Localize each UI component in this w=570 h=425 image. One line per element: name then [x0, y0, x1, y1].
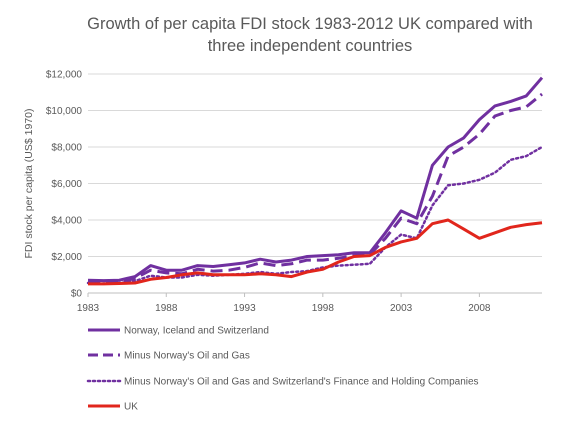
series-line-2 — [86, 145, 544, 285]
y-tick-label: $2,000 — [51, 252, 82, 263]
chart-title-line-1: Growth of per capita FDI stock 1983-2012… — [87, 15, 533, 33]
y-axis-label: FDI stock per capita (US$ 1970) — [23, 109, 35, 259]
series-line-3 — [88, 218, 543, 286]
x-tick-label: 1983 — [77, 303, 100, 314]
y-tick-label: $10,000 — [46, 106, 83, 117]
x-tick-label: 1993 — [233, 303, 256, 314]
y-tick-label: $6,000 — [51, 179, 82, 190]
x-tick-label: 1988 — [155, 303, 178, 314]
y-tick-label: $12,000 — [46, 70, 83, 81]
series-line-0 — [87, 76, 544, 283]
y-tick-label: $0 — [71, 289, 83, 300]
x-tick-label: 2003 — [390, 303, 413, 314]
legend-label-0: Norway, Iceland and Switzerland — [124, 326, 269, 337]
x-tick-label: 1998 — [312, 303, 335, 314]
y-tick-label: $4,000 — [51, 216, 82, 227]
chart-title-line-2: three independent countries — [207, 37, 413, 55]
legend-label-1: Minus Norway's Oil and Gas — [124, 351, 250, 362]
series-line-1 — [87, 92, 543, 284]
legend-label-3: UK — [124, 402, 138, 413]
legend-label-2: Minus Norway's Oil and Gas and Switzerla… — [124, 377, 479, 388]
y-tick-label: $8,000 — [51, 143, 82, 154]
x-tick-label: 2008 — [468, 303, 491, 314]
